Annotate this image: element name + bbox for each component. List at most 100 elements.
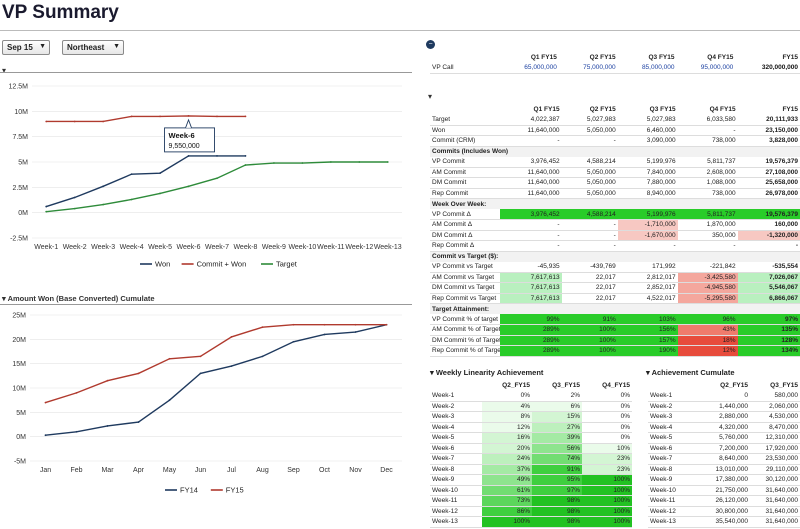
- table-cell: 100%: [561, 324, 618, 336]
- table-cell: 11,640,000: [500, 125, 562, 136]
- row-label: AM Commit Δ: [430, 219, 500, 231]
- linearity-header[interactable]: ▾ Weekly Linearity Achievement: [430, 368, 543, 377]
- section-label: Week Over Week:: [430, 198, 800, 209]
- table-header-row: Q1 FY15 Q2 FY15 Q3 FY15 Q4 FY15 FY15: [430, 104, 800, 115]
- table-cell: 4,320,000: [700, 422, 750, 433]
- data-point: [44, 401, 47, 404]
- y-tick-label: 10M: [14, 109, 28, 116]
- data-point: [273, 162, 275, 164]
- period-dropdown[interactable]: Sep 15 ▼: [2, 40, 50, 55]
- row-label: VP Commit vs Target: [430, 261, 500, 273]
- row-label: Week-3: [430, 411, 482, 423]
- table-cell: 24%: [482, 453, 532, 465]
- data-point: [137, 372, 140, 375]
- table-cell: 20%: [482, 443, 532, 454]
- cumulate-header[interactable]: ▾ Achievement Cumulate: [646, 368, 735, 377]
- table-row: Rep Commit Δ-----: [430, 240, 800, 252]
- table-row: Week-11 26,120,000 31,640,000: [648, 495, 800, 507]
- legend-label: FY14: [180, 486, 198, 495]
- table-cell: 98%: [532, 516, 582, 528]
- table-cell: -5,295,580: [677, 293, 738, 304]
- page-title: VP Summary: [2, 2, 119, 23]
- table-cell: 23%: [582, 464, 632, 475]
- table-cell: 3,828,000: [737, 135, 800, 147]
- table-cell: 74%: [532, 453, 582, 465]
- region-dropdown[interactable]: Northeast ▼: [62, 40, 124, 55]
- table-cell: 95%: [532, 474, 582, 486]
- table-cell: 738,000: [677, 135, 738, 147]
- table-header-row: Q2_FY15 Q3_FY15 Q4_FY15: [430, 380, 632, 391]
- table-cell: 21,750,000: [700, 485, 750, 496]
- x-tick-label: Jul: [227, 467, 236, 474]
- data-point: [230, 365, 233, 367]
- row-label: Rep Commit vs Target: [430, 293, 500, 304]
- table-row: Week-12 30,800,000 31,640,000: [648, 506, 800, 517]
- period-value: Sep 15: [7, 43, 33, 52]
- table-cell: 2,060,000: [750, 401, 800, 412]
- row-label: Week-2: [430, 401, 482, 412]
- table-cell: 98%: [532, 506, 582, 517]
- y-tick-label: 20M: [12, 337, 26, 344]
- data-point: [216, 115, 218, 118]
- table-cell: 156%: [617, 324, 678, 336]
- cumulate-title: Achievement Cumulate: [651, 368, 735, 377]
- table-cell: 12,310,000: [750, 432, 800, 444]
- table-cell: 350,000: [677, 230, 738, 241]
- table-cell: 580,000: [750, 390, 800, 402]
- table-cell: 61%: [482, 485, 532, 496]
- title-divider: [0, 30, 800, 31]
- y-tick-label: 5M: [18, 160, 28, 167]
- data-point: [106, 425, 109, 427]
- table-row: Week-7 8,640,000 23,530,000: [648, 453, 800, 465]
- table-cell: 97%: [532, 485, 582, 496]
- x-tick-label: Jun: [195, 467, 206, 474]
- table-cell: 100%: [582, 485, 632, 496]
- circle-minus-icon[interactable]: −: [426, 40, 435, 49]
- data-point: [168, 399, 171, 402]
- table-cell: 289%: [500, 345, 562, 357]
- chart1-collapse-icon[interactable]: ▾: [2, 66, 7, 75]
- data-point: [358, 161, 361, 163]
- x-tick-label: Nov: [349, 467, 362, 474]
- table-cell: -4,945,580: [677, 282, 738, 294]
- series-line-fy14: [45, 324, 387, 436]
- x-tick-label: Dec: [380, 467, 393, 474]
- table-cell: 30,800,000: [700, 506, 750, 517]
- table-row: Target 4,022,387 5,027,983 5,027,983 6,033,5…: [430, 114, 800, 126]
- row-label: VP Commit % of target: [430, 314, 500, 325]
- table-cell: -: [500, 135, 562, 147]
- table-cell: 4%: [482, 401, 532, 412]
- table-cell: 43%: [677, 324, 738, 336]
- data-point: [45, 120, 48, 123]
- data-point: [102, 185, 105, 188]
- table-cell: 26,120,000: [700, 495, 750, 507]
- x-tick-label: Jan: [40, 467, 51, 474]
- table-row: Week-7 24% 74% 23%: [430, 453, 632, 465]
- table-row: VP Commit 3,976,452 4,588,214 5,199,976 5,81…: [430, 156, 800, 168]
- row-label: VP Call: [430, 62, 500, 74]
- row-label: Week-1: [430, 390, 482, 402]
- table-cell: 3,090,000: [617, 135, 678, 147]
- table-cell: 100%: [561, 335, 618, 346]
- linearity-table: Q2_FY15 Q3_FY15 Q4_FY15 Week-1 0% 2% 0% Week-2 4…: [430, 380, 632, 528]
- x-tick-label: Feb: [70, 467, 82, 474]
- table-cell: 73%: [482, 495, 532, 507]
- linearity-collapse-icon[interactable]: ▾: [430, 368, 436, 377]
- table-cell: 75,000,000: [558, 62, 618, 74]
- main-collapse-icon[interactable]: ▾: [428, 92, 433, 101]
- table-cell: 5,027,983: [561, 114, 618, 126]
- chart2-header[interactable]: ▾ Amount Won (Base Converted) Cumulate: [2, 294, 155, 303]
- table-row: Week-12 86% 98% 100%: [430, 506, 632, 517]
- table-cell: 35,540,000: [700, 516, 750, 528]
- cumulate-collapse-icon[interactable]: ▾: [646, 368, 652, 377]
- table-cell: 4,022,387: [500, 114, 562, 126]
- table-row: Week-10 61% 97% 100%: [430, 485, 632, 496]
- data-point: [187, 114, 190, 117]
- table-cell: 8,940,000: [617, 188, 678, 199]
- table-row: VP Commit Δ 3,976,452 4,588,214 5,199,976 5,…: [430, 209, 800, 220]
- column-header: Q2_FY15: [502, 381, 530, 389]
- table-row: AM Commit Δ - - -1,710,000 1,870,000 160,000: [430, 219, 800, 231]
- x-tick-label: Week-11: [317, 244, 344, 251]
- row-label: Week-3: [648, 411, 700, 423]
- chart2-collapse-icon[interactable]: ▾: [2, 294, 8, 303]
